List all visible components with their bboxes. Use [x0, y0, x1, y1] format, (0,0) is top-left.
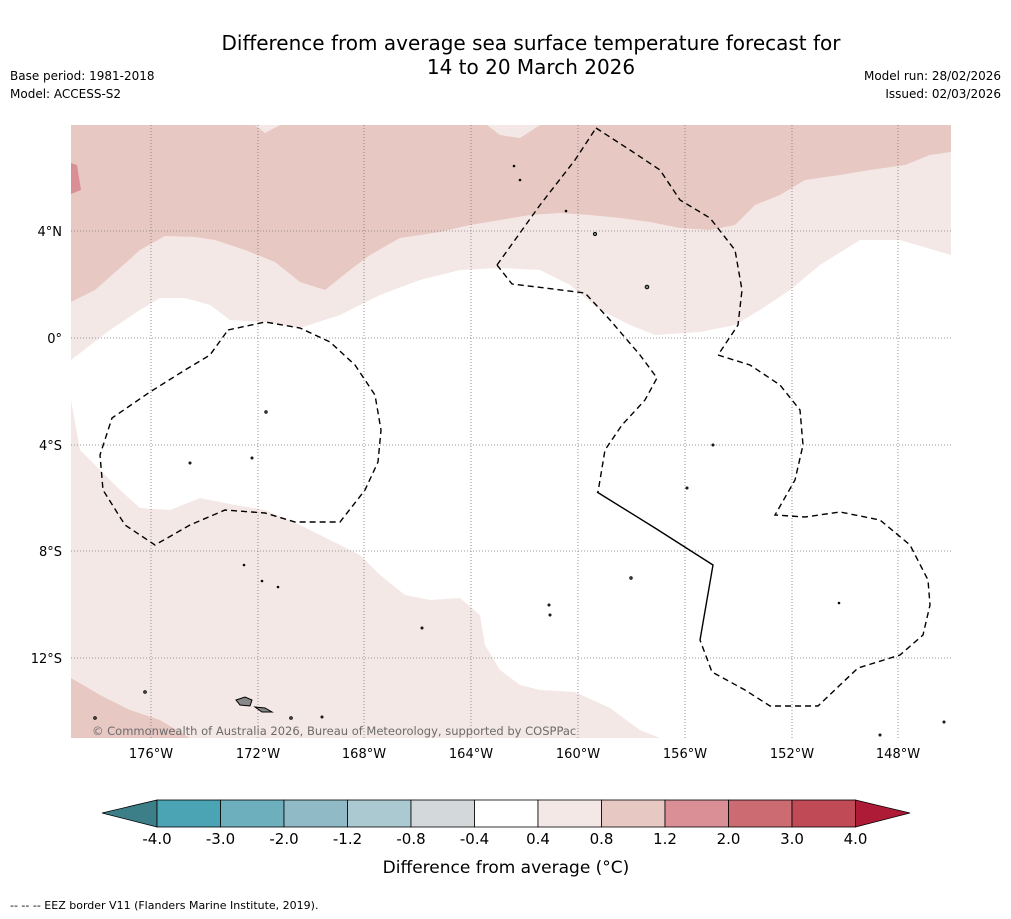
island-samoa [235, 696, 253, 707]
anomaly-region-north-medium [71, 125, 951, 302]
lat-label-8s: 8°S [39, 545, 62, 560]
colorbar-segment [347, 799, 412, 828]
lon-label-176w: 176°W [129, 747, 173, 762]
colorbar-segment [156, 799, 221, 828]
lon-label-160w: 160°W [556, 747, 600, 762]
eez-border-solid-segment [596, 491, 714, 641]
colorbar-tick: 4.0 [844, 830, 868, 848]
colorbar: -4.0 -3.0 -2.0 -1.2 -0.8 -0.4 0.4 0.8 1.… [101, 799, 911, 878]
model-name: Model: ACCESS-S2 [10, 87, 122, 101]
colorbar-tick: -1.2 [333, 830, 362, 848]
colorbar-segment [220, 799, 285, 828]
meta-left: Base period: 1981-2018 Model: ACCESS-S2 [10, 67, 155, 103]
eez-footnote: -- -- -- EEZ border V11 (Flanders Marine… [10, 899, 319, 912]
lon-label-164w: 164°W [449, 747, 493, 762]
map-area: © Commonwealth of Australia 2026, Bureau… [71, 125, 951, 738]
colorbar-ticks: -4.0 -3.0 -2.0 -1.2 -0.8 -0.4 0.4 0.8 1.… [142, 830, 867, 848]
eez-border-central [595, 127, 743, 356]
base-period: Base period: 1981-2018 [10, 69, 155, 83]
eez-border-central-south [496, 127, 597, 266]
colorbar-tick: -0.8 [396, 830, 425, 848]
colorbar-label: Difference from average (°C) [383, 858, 630, 878]
latitude-labels: 4°N 0° 4°S 8°S 12°S [31, 225, 62, 667]
colorbar-segment [537, 799, 602, 828]
lat-label-4n: 4°N [38, 225, 63, 240]
island-tutuila [253, 706, 274, 713]
colorbar-tick: -0.4 [460, 830, 489, 848]
colorbar-segment [728, 799, 793, 828]
lat-label-4s: 4°S [39, 439, 62, 454]
colorbar-segment [601, 799, 666, 828]
lon-label-152w: 152°W [770, 747, 814, 762]
colorbar-segment [474, 799, 539, 828]
anomaly-region-south-light [71, 400, 660, 738]
colorbar-tick: -3.0 [206, 830, 235, 848]
anomaly-region-north-dark [71, 163, 81, 194]
colorbar-tick: -2.0 [269, 830, 298, 848]
colorbar-tick: 0.4 [526, 830, 550, 848]
lon-label-168w: 168°W [342, 747, 386, 762]
chart-title: Difference from average sea surface temp… [0, 31, 1011, 79]
lon-label-172w: 172°W [236, 747, 280, 762]
eez-border-line-inner [496, 264, 658, 493]
colorbar-segment [410, 799, 475, 828]
colorbar-extend-low [101, 799, 158, 828]
lon-label-156w: 156°W [663, 747, 707, 762]
colorbar-segment [791, 799, 856, 828]
eez-border-west [99, 321, 382, 546]
title-line-1: Difference from average sea surface temp… [221, 31, 841, 55]
colorbar-segment [664, 799, 729, 828]
title-line-2: 14 to 20 March 2026 [426, 55, 636, 79]
lat-label-12s: 12°S [31, 652, 62, 667]
colorbar-tick: 0.8 [590, 830, 614, 848]
meta-right: Model run: 28/02/2026 Issued: 02/03/2026 [864, 67, 1001, 103]
model-run: Model run: 28/02/2026 [863, 69, 1001, 83]
lon-label-148w: 148°W [876, 747, 920, 762]
graticule [71, 125, 951, 738]
issued-date: Issued: 02/03/2026 [885, 87, 1001, 101]
eez-borders [99, 127, 931, 707]
longitude-labels: 176°W 172°W 168°W 164°W 160°W 156°W 152°… [129, 747, 920, 762]
colorbar-extend-high [855, 799, 911, 828]
colorbar-segment [283, 799, 348, 828]
copyright-text: © Commonwealth of Australia 2026, Bureau… [92, 724, 576, 738]
colorbar-tick: 1.2 [653, 830, 677, 848]
colorbar-tick: -4.0 [142, 830, 171, 848]
lat-label-0: 0° [47, 332, 62, 347]
islands [93, 164, 946, 737]
anomaly-region-southwest-medium [71, 678, 190, 738]
colorbar-tick: 2.0 [717, 830, 741, 848]
colorbar-tick: 3.0 [780, 830, 804, 848]
